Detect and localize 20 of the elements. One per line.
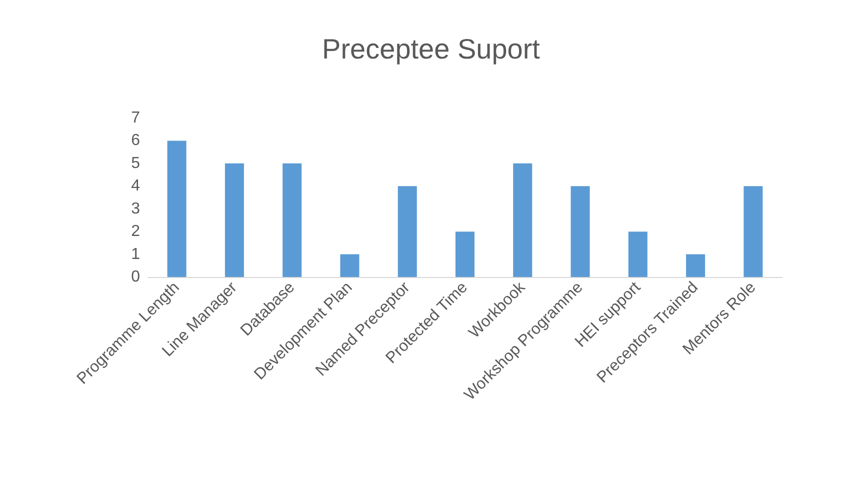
y-tick-label: 7 — [131, 110, 140, 126]
y-tick-label: 5 — [131, 154, 140, 172]
y-tick-label: 1 — [131, 246, 140, 263]
bar — [167, 140, 186, 277]
y-tick-label: 6 — [131, 132, 140, 150]
bar — [686, 254, 706, 277]
bar — [744, 186, 763, 277]
bar — [628, 232, 648, 277]
bar — [340, 254, 360, 277]
chart-title: Preceptee Suport — [322, 34, 540, 64]
bar — [398, 186, 417, 277]
y-tick-label: 3 — [131, 200, 140, 218]
y-tick-label: 2 — [131, 223, 140, 240]
bar — [570, 186, 590, 277]
bar — [513, 163, 532, 277]
y-tick-label: 4 — [131, 178, 140, 195]
y-tick-label: 0 — [131, 268, 140, 286]
bar — [282, 163, 302, 277]
bar — [455, 232, 475, 277]
bar — [224, 163, 244, 277]
